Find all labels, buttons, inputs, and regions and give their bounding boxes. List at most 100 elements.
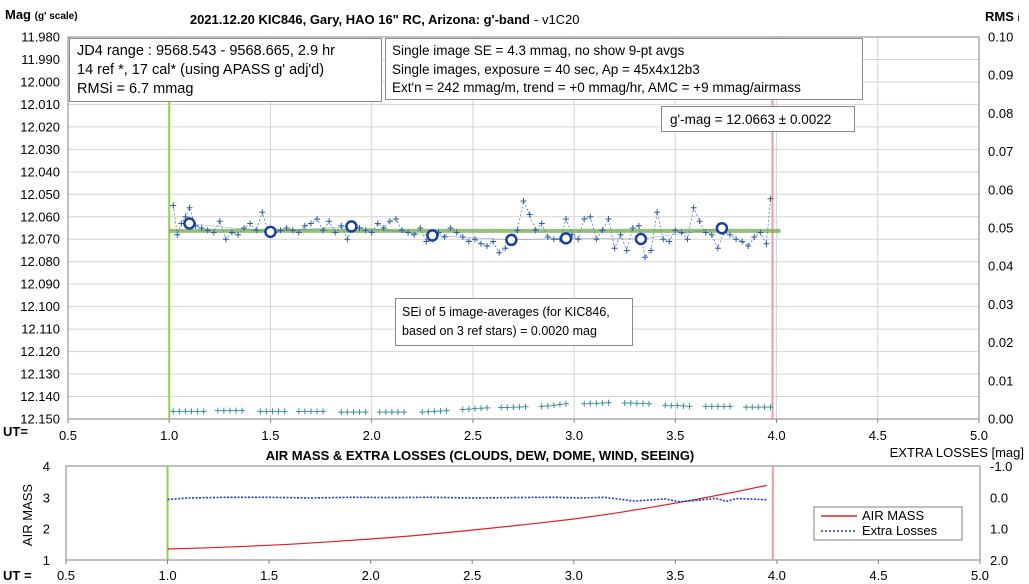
- bottom-vlines: [166, 466, 774, 560]
- rms-point: [307, 408, 314, 415]
- rms-point: [344, 409, 351, 416]
- y-tick-labels: 11.980 11.990 12.000 12.010 12.020 12.030 12.0…: [20, 30, 60, 427]
- single-image-point: [301, 222, 308, 229]
- rms-point: [350, 409, 357, 416]
- extra-losses-line: [167, 496, 767, 503]
- bottom-y-tick-labels: 4 3 2 1: [43, 459, 50, 568]
- info-box-gmag: g'-mag = 12.0663 ± 0.0022: [661, 106, 855, 132]
- single-image-point: [247, 220, 254, 227]
- single-image-point: [629, 225, 636, 231]
- y2-tick-label: 0.01: [988, 373, 1013, 388]
- y-tick-label: 12.100: [20, 299, 60, 314]
- rms-point: [538, 403, 545, 410]
- bottom-x-tick-label: 2.5: [463, 568, 481, 583]
- x-tick-label: 5.0: [970, 428, 988, 443]
- bottom-y-tick-label: 1: [43, 553, 50, 568]
- x-tick-labels: 0.5 1.0 1.5 2.0 2.5 3.0 3.5 4.0 4.5 5.0: [59, 428, 988, 443]
- rms-point: [646, 400, 653, 407]
- single-image-point: [307, 220, 314, 227]
- single-image-point: [235, 231, 242, 238]
- single-image-point: [186, 204, 193, 211]
- single-image-point: [526, 211, 533, 218]
- rms-point: [633, 400, 640, 407]
- top-plot-frame: [67, 36, 980, 420]
- rms-point: [639, 400, 646, 407]
- legend-airmass-label: AIR MASS: [862, 508, 924, 523]
- single-image-point: [477, 240, 484, 247]
- bottom-plot-frame: [65, 465, 981, 561]
- single-image-point: [690, 204, 697, 211]
- avg-point: [634, 232, 648, 246]
- bottom-x-tick-label: 5.0: [971, 568, 989, 583]
- y-tick-label: 12.150: [20, 412, 60, 427]
- single-image-point: [198, 225, 205, 231]
- bottom-x-tick-label: 1.5: [260, 568, 278, 583]
- single-image-point: [314, 216, 321, 223]
- single-image-point: [490, 238, 497, 245]
- rms-point: [257, 408, 264, 415]
- rms-point: [388, 409, 395, 416]
- y2-tick-label: 0.04: [988, 259, 1013, 274]
- single-image-point: [538, 220, 545, 227]
- avg-series: [183, 217, 729, 247]
- bottom-x-tick-label: 4.5: [869, 568, 887, 583]
- rms-point: [362, 409, 369, 416]
- single-image-point: [484, 242, 491, 249]
- single-image-point: [344, 236, 351, 243]
- single-image-point: [714, 245, 721, 252]
- rms-point: [708, 403, 715, 410]
- rms-point: [599, 399, 606, 406]
- single-image-point: [441, 233, 448, 240]
- bottom-x-tick-label: 4.0: [768, 568, 786, 583]
- y-tick-label: 12.020: [20, 119, 60, 134]
- single-image-point: [496, 249, 503, 256]
- y2-tick-label: 0.10: [988, 30, 1013, 45]
- single-image-point: [326, 218, 333, 225]
- rms-point: [295, 408, 302, 415]
- single-image-point: [767, 195, 774, 202]
- bottom-chart-title: AIR MASS & EXTRA LOSSES (CLOUDS, DEW, DO…: [266, 448, 695, 463]
- single-image-point: [502, 245, 509, 252]
- single-image-point: [684, 236, 691, 243]
- y-tick-label: 12.040: [20, 164, 60, 179]
- bottom-x-tick-label: 3.0: [565, 568, 583, 583]
- bottom-y2-tick-labels: -1.0 0.0 1.0 2.0: [990, 459, 1012, 568]
- single-image-point: [222, 236, 229, 243]
- legend-extra-losses-label: Extra Losses: [862, 523, 938, 538]
- rms-point: [301, 408, 308, 415]
- rms-point: [471, 405, 478, 412]
- single-image-point: [392, 216, 399, 223]
- info-box-exposure-line-1: Single image SE = 4.3 mmag, no show 9-pt…: [392, 43, 685, 58]
- rms-point: [419, 409, 426, 416]
- single-image-point: [520, 198, 527, 205]
- single-image-point: [417, 225, 424, 231]
- rms-point: [504, 404, 511, 411]
- bottom-y2-tick-label: 2.0: [990, 553, 1008, 568]
- rms-point: [544, 403, 551, 410]
- chart-title-suffix: - v1C20: [534, 12, 580, 27]
- single-image-point: [423, 238, 430, 245]
- single-image-point: [696, 218, 703, 225]
- bottom-y-tick-label: 3: [43, 490, 50, 505]
- rms-point: [587, 400, 594, 407]
- y-tick-label: 12.050: [20, 187, 60, 202]
- rms-point: [516, 404, 523, 411]
- rms-point: [714, 403, 721, 410]
- avg-point: [264, 225, 277, 239]
- bottom-x-tick-label: 1.0: [159, 568, 177, 583]
- rms-point: [563, 400, 570, 407]
- bottom-x-tick-label: 3.5: [666, 568, 684, 583]
- bottom-y2-axis-label: EXTRA LOSSES [mag]: [890, 445, 1024, 460]
- single-image-point: [170, 202, 177, 209]
- rms-point: [680, 403, 687, 410]
- bottom-x-tick-label: 2.0: [362, 568, 380, 583]
- rms-point: [425, 408, 432, 415]
- avg-point: [715, 221, 729, 235]
- rms-point: [170, 408, 177, 415]
- rms-point: [431, 408, 438, 415]
- y-tick-label: 12.090: [20, 277, 60, 292]
- rms-point: [550, 402, 557, 409]
- rms-point: [320, 408, 327, 415]
- single-image-point: [581, 216, 588, 223]
